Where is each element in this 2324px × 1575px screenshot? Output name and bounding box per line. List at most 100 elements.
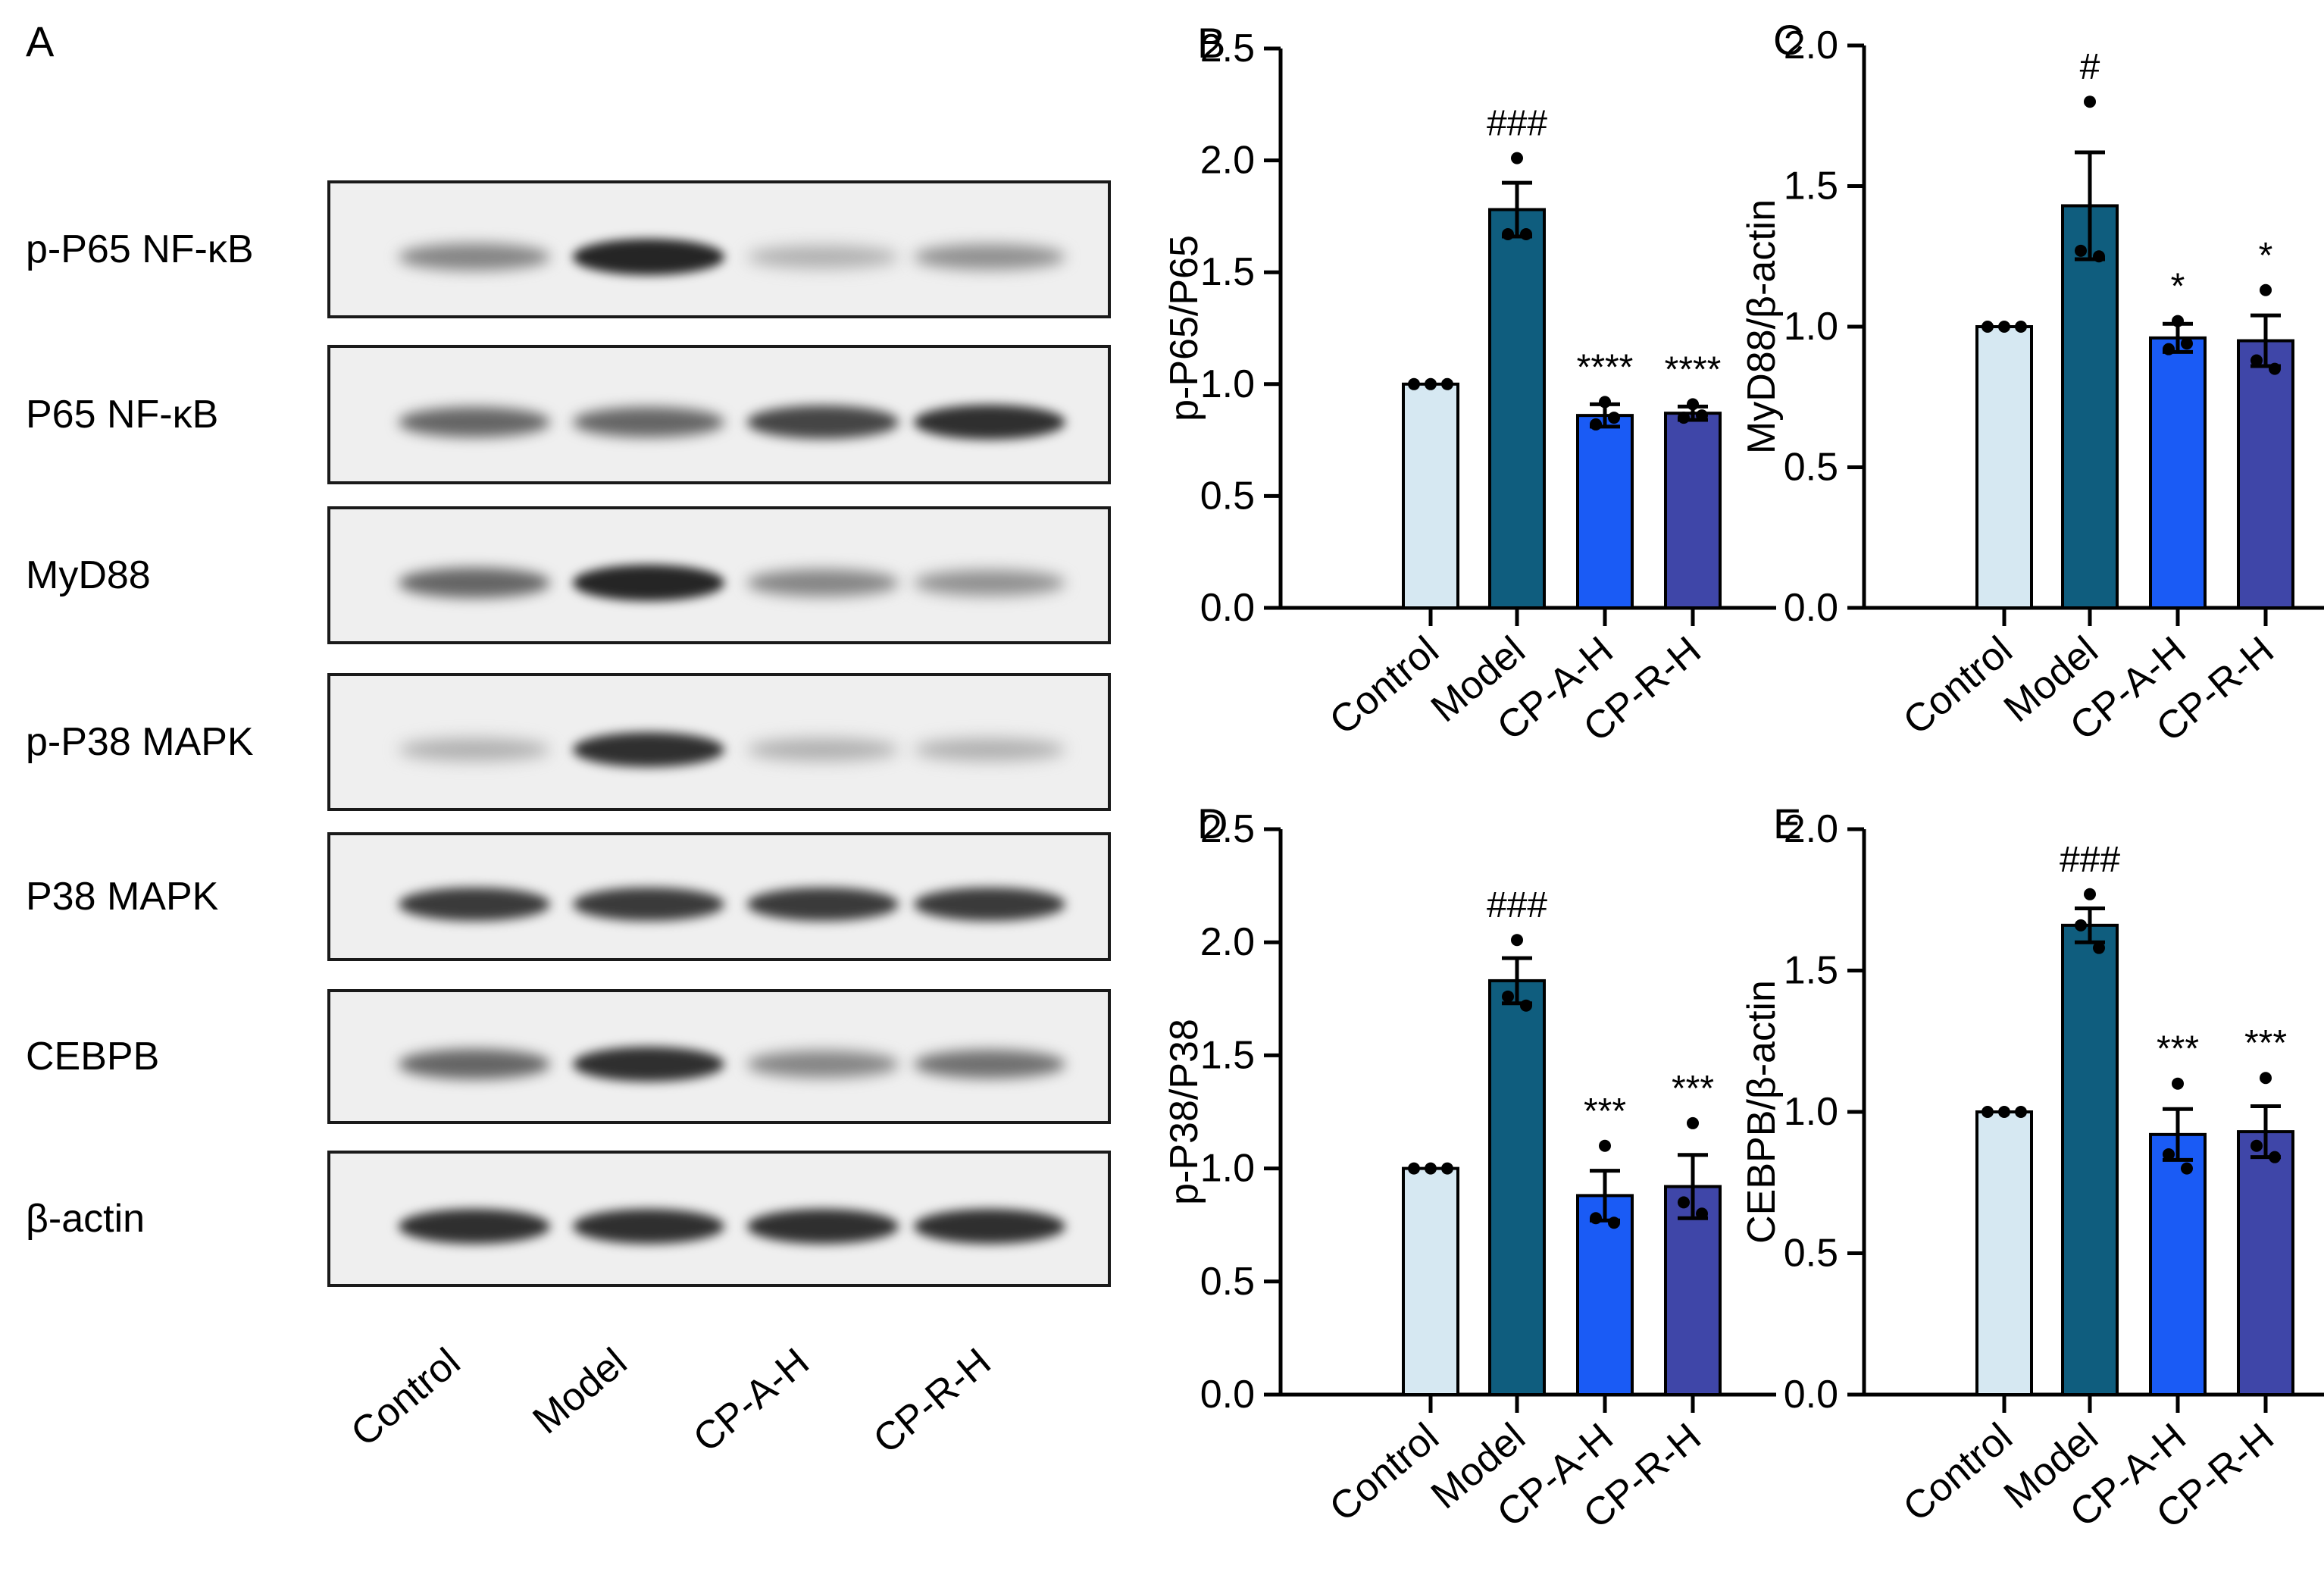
data-point — [2260, 283, 2272, 296]
data-point — [1608, 412, 1620, 424]
blot-band — [747, 1051, 899, 1078]
data-point — [2172, 1077, 2184, 1090]
data-point — [1520, 228, 1532, 241]
panel-letter: D — [1197, 800, 1228, 847]
bar-cp-a-h — [1576, 414, 1634, 609]
blot-band — [747, 245, 899, 269]
blot-band — [399, 243, 550, 271]
y-tick-label: 2.5 — [1200, 27, 1255, 70]
blot-membrane — [327, 832, 1111, 961]
x-tick-label: Control — [1895, 628, 2021, 744]
significance-label: * — [2171, 267, 2185, 307]
panel-letter: E — [1773, 800, 1801, 847]
data-point — [1998, 1106, 2010, 1118]
y-axis-label: p-P38/P38 — [1162, 1019, 1206, 1205]
y-tick-label: 0.0 — [1784, 586, 1838, 630]
y-tick-label: 2.5 — [1200, 807, 1255, 851]
bar-model — [1488, 208, 1546, 609]
blot-band — [914, 887, 1065, 922]
y-tick-label: 1.5 — [1784, 949, 1838, 993]
data-point — [2084, 888, 2096, 900]
bar-cp-r-h — [1664, 412, 1722, 610]
blot-band — [399, 1049, 550, 1079]
y-tick-label: 2.0 — [1784, 23, 1838, 67]
blot-band — [399, 1208, 550, 1245]
data-point — [1981, 321, 1994, 333]
blot-band — [573, 887, 724, 922]
bar-control — [1402, 382, 1459, 609]
blot-row-label: P38 MAPK — [26, 875, 219, 919]
significance-label: ### — [1487, 104, 1547, 144]
data-point — [2250, 354, 2263, 367]
blot-band — [573, 1208, 724, 1245]
blot-lane-label: CP-R-H — [865, 1339, 999, 1463]
y-tick-label: 0.0 — [1200, 1373, 1255, 1417]
blot-band — [573, 239, 724, 275]
chart-d: D0.00.51.01.52.02.5p-P38/P38ControlModel… — [1162, 800, 1776, 1537]
blot-lane-label: Model — [524, 1339, 636, 1443]
data-point — [1520, 999, 1532, 1012]
y-tick-label: 2.0 — [1200, 920, 1255, 964]
bar-model — [2061, 204, 2119, 610]
data-point — [2181, 1162, 2193, 1175]
blot-band — [747, 887, 899, 922]
data-point — [2269, 1151, 2281, 1163]
blot-row-label: β-actin — [26, 1197, 145, 1241]
blot-row-label: CEBPB — [26, 1035, 160, 1079]
data-point — [1441, 377, 1453, 390]
y-tick-label: 1.0 — [1200, 362, 1255, 406]
blot-membrane — [327, 673, 1111, 811]
chart-b: B0.00.51.01.52.02.5p-P65/P65ControlModel… — [1162, 19, 1776, 750]
x-tick-label: Control — [1322, 628, 1447, 744]
chart-e: E0.00.51.01.52.0CEBPB/β-actinControlMode… — [1740, 800, 2324, 1537]
blot-membrane — [327, 989, 1111, 1124]
blot-band — [914, 243, 1065, 271]
panel-letter-a: A — [26, 17, 55, 65]
bar-cp-a-h — [1576, 1194, 1634, 1397]
bar-model — [1488, 979, 1546, 1397]
data-point — [1511, 934, 1523, 947]
blot-lane-label: Control — [343, 1339, 469, 1455]
blot-row-label: MyD88 — [26, 553, 151, 597]
blot-membrane — [327, 1151, 1111, 1287]
blot-band — [747, 569, 899, 596]
data-point — [2163, 1148, 2175, 1160]
significance-label: ### — [2060, 840, 2120, 880]
bar-cp-a-h — [2149, 1132, 2207, 1396]
data-point — [1502, 228, 1514, 241]
blot-row-label: P65 NF-κB — [26, 393, 219, 437]
blot-band — [573, 565, 724, 601]
y-tick-label: 1.0 — [1784, 1090, 1838, 1134]
data-point — [1599, 1139, 1611, 1152]
blot-band — [573, 407, 724, 437]
data-point — [1590, 418, 1602, 431]
significance-label: *** — [2244, 1023, 2287, 1063]
data-point — [2269, 362, 2281, 375]
data-point — [1678, 412, 1690, 424]
significance-label: **** — [1577, 347, 1634, 387]
data-point — [1599, 396, 1611, 409]
y-tick-label: 0.0 — [1784, 1373, 1838, 1417]
blot-band — [399, 407, 550, 437]
chart-c: C0.00.51.01.52.0MyD88/β-actinControlMode… — [1740, 16, 2324, 750]
blot-band — [914, 737, 1065, 762]
significance-label: # — [2080, 47, 2100, 87]
blot-band — [747, 405, 899, 439]
significance-label: ### — [1487, 885, 1547, 925]
y-tick-label: 2.0 — [1784, 807, 1838, 851]
y-tick-label: 1.5 — [1200, 250, 1255, 294]
significance-label: * — [2259, 236, 2273, 276]
significance-label: *** — [1672, 1069, 1714, 1109]
data-point — [2084, 96, 2096, 108]
data-point — [2181, 337, 2193, 350]
y-tick-label: 1.5 — [1784, 164, 1838, 208]
data-point — [1981, 1106, 1994, 1118]
y-tick-label: 1.5 — [1200, 1033, 1255, 1077]
blot-row-label: p-P65 NF-κB — [26, 227, 254, 271]
blot-membrane — [327, 180, 1111, 318]
blot-band — [914, 569, 1065, 596]
data-point — [1678, 1196, 1690, 1209]
significance-label: **** — [1665, 349, 1722, 390]
bar-control — [1975, 325, 2033, 609]
data-point — [1608, 1216, 1620, 1229]
